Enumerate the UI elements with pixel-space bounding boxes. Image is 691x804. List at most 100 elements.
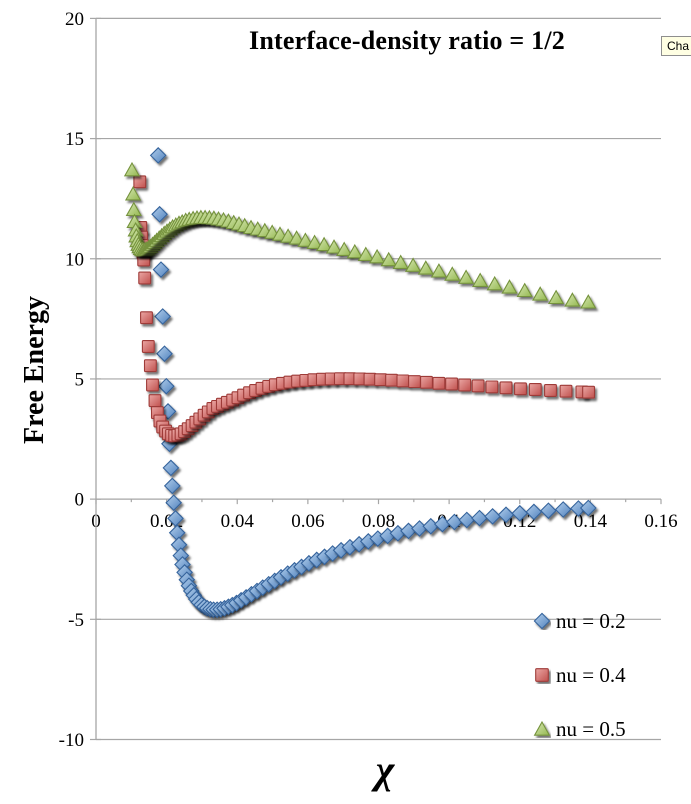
data-point-marker: [432, 376, 446, 390]
data-point-marker: [288, 230, 305, 245]
data-point-marker: [143, 359, 157, 373]
data-point-marker: [516, 282, 533, 298]
x-tick-label: 0.04: [221, 511, 255, 532]
data-point-marker: [124, 185, 142, 201]
data-point-marker: [148, 394, 162, 408]
legend-marker-square-icon: [535, 668, 549, 682]
data-point-marker: [141, 340, 155, 353]
data-point-marker: [559, 384, 573, 398]
data-point-marker: [363, 372, 377, 386]
data-point-marker: [325, 239, 343, 254]
data-point-marker: [157, 377, 175, 395]
data-point-marker: [408, 375, 421, 389]
legend-marker-diamond-icon: [533, 612, 551, 630]
data-point-marker: [420, 375, 433, 389]
data-point-marker: [368, 248, 386, 264]
y-tick-label: 5: [75, 369, 85, 390]
data-point-marker: [140, 311, 153, 325]
data-point-marker: [380, 251, 397, 267]
data-point-marker: [472, 272, 489, 287]
data-point-marker: [151, 205, 168, 223]
y-tick-label: 0: [75, 490, 85, 511]
legend-item-nu-0.2[interactable]: nu = 0.2: [533, 594, 683, 648]
data-point-marker: [357, 246, 374, 261]
data-point-marker: [404, 257, 422, 272]
data-point-marker: [315, 236, 333, 252]
data-point-marker: [346, 243, 363, 259]
data-point-marker: [484, 508, 501, 525]
series-nu0.5[interactable]: [123, 161, 597, 309]
data-point-marker: [579, 499, 597, 517]
data-point-marker: [125, 201, 142, 217]
data-point-marker: [501, 279, 518, 294]
data-point-marker: [306, 234, 323, 249]
data-point-marker: [417, 260, 434, 275]
data-point-marker: [392, 254, 409, 269]
data-point-marker: [146, 378, 159, 392]
legend-item-nu-0.4[interactable]: nu = 0.4: [533, 648, 683, 702]
data-point-marker: [580, 294, 597, 309]
data-point-marker: [457, 269, 475, 284]
legend-item-nu-0.5[interactable]: nu = 0.5: [533, 702, 683, 756]
data-point-marker: [471, 509, 488, 527]
data-point-marker: [297, 232, 314, 247]
data-point-marker: [511, 504, 529, 522]
data-point-marker: [422, 517, 440, 535]
data-point-marker: [152, 261, 170, 278]
x-tick-label: 0.06: [291, 511, 324, 532]
data-point-marker: [149, 147, 167, 164]
y-tick-label: -10: [59, 730, 84, 751]
data-point-marker: [430, 263, 448, 278]
data-point-marker: [374, 373, 388, 387]
data-point-marker: [162, 459, 180, 477]
data-point-marker: [471, 379, 485, 393]
data-point-marker: [497, 506, 515, 524]
data-point-marker: [514, 382, 527, 396]
data-point-marker: [532, 286, 549, 301]
data-point-marker: [544, 384, 557, 397]
y-tick-label: 10: [65, 249, 84, 270]
y-tick-label: 15: [65, 129, 84, 150]
data-point-marker: [138, 271, 152, 285]
data-point-marker: [123, 161, 141, 177]
legend-label: nu = 0.4: [556, 662, 626, 687]
data-point-marker: [485, 380, 499, 394]
data-point-marker: [540, 502, 557, 520]
data-point-marker: [486, 275, 503, 291]
data-point-marker: [165, 494, 183, 512]
data-point-marker: [458, 378, 472, 392]
data-point-marker: [525, 503, 543, 521]
legend-label: nu = 0.2: [556, 608, 626, 633]
y-tick-label: 20: [65, 9, 84, 30]
data-point-marker: [154, 308, 172, 325]
data-point-marker: [445, 377, 459, 391]
data-point-marker: [582, 385, 596, 399]
data-point-marker: [458, 511, 476, 529]
x-axis-title: χ: [375, 747, 395, 792]
data-point-marker: [564, 292, 581, 307]
y-axis-title: Free Energy: [19, 296, 50, 444]
data-point-marker: [336, 241, 353, 256]
data-point-marker: [547, 289, 565, 305]
x-tick-label: 0.08: [362, 511, 395, 532]
data-point-marker: [167, 510, 184, 527]
legend-label: nu = 0.5: [556, 716, 626, 741]
legend: nu = 0.2 nu = 0.4 nu = 0.5: [533, 594, 683, 756]
y-tick-label: -5: [68, 610, 84, 631]
data-point-marker: [528, 383, 542, 396]
data-point-marker: [554, 501, 572, 518]
x-tick-label: 0.14: [574, 511, 608, 532]
data-point-marker: [396, 374, 410, 388]
series-nu0.2[interactable]: [149, 147, 597, 619]
data-point-marker: [133, 175, 147, 189]
data-point-marker: [385, 373, 399, 387]
x-tick-label: 0.16: [644, 511, 677, 532]
legend-marker-triangle-icon: [533, 720, 551, 736]
data-point-marker: [156, 345, 173, 363]
chart-title: Interface-density ratio = 1/2: [249, 26, 565, 55]
data-point-marker: [163, 477, 181, 495]
chart-area-tooltip: Cha: [661, 36, 691, 56]
data-point-marker: [499, 381, 513, 395]
data-point-marker: [444, 266, 461, 281]
